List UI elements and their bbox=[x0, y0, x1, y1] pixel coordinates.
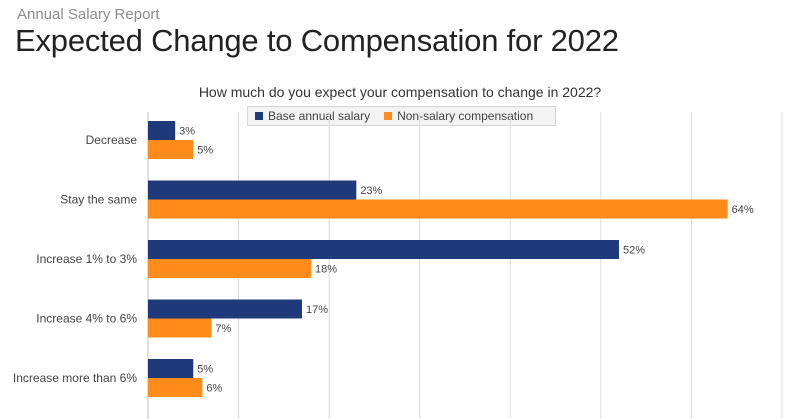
data-label: 6% bbox=[206, 383, 222, 395]
bar-non-salary bbox=[148, 318, 212, 338]
bar-base-salary bbox=[148, 359, 194, 378]
data-label: 3% bbox=[179, 126, 195, 138]
category-label: Stay the same bbox=[60, 193, 137, 207]
category-label: Increase more than 6% bbox=[13, 371, 137, 385]
legend-swatch-base-salary bbox=[255, 112, 263, 120]
data-label: 64% bbox=[732, 204, 754, 216]
chart-title: How much do you expect your compensation… bbox=[198, 84, 602, 100]
data-label: 52% bbox=[623, 245, 645, 257]
bar-non-salary bbox=[148, 378, 203, 397]
report-eyebrow: Annual Salary Report bbox=[17, 6, 160, 23]
legend-swatch-non-salary bbox=[384, 112, 393, 120]
data-label: 23% bbox=[360, 185, 382, 197]
bar-base-salary bbox=[148, 299, 302, 319]
legend-item-base-salary: Base annual salary bbox=[255, 109, 370, 123]
category-label: Increase 1% to 3% bbox=[36, 252, 137, 266]
data-label: 7% bbox=[215, 323, 231, 335]
legend-label-non-salary: Non-salary compensation bbox=[397, 109, 534, 123]
data-label: 18% bbox=[315, 264, 337, 276]
data-label: 17% bbox=[306, 304, 328, 316]
legend-item-non-salary: Non-salary compensation bbox=[384, 109, 533, 123]
data-label: 5% bbox=[197, 364, 213, 376]
bar-base-salary bbox=[148, 180, 357, 200]
bar-non-salary bbox=[148, 140, 194, 159]
bar-non-salary bbox=[148, 199, 728, 219]
category-label: Decrease bbox=[86, 133, 138, 147]
page-title: Expected Change to Compensation for 2022 bbox=[15, 23, 619, 58]
chart-legend: Base annual salary Non-salary compensati… bbox=[247, 106, 556, 126]
data-label: 5% bbox=[197, 145, 213, 157]
category-label: Increase 4% to 6% bbox=[36, 312, 137, 326]
legend-label-base-salary: Base annual salary bbox=[268, 109, 371, 123]
bar-base-salary bbox=[148, 240, 619, 259]
bar-base-salary bbox=[148, 121, 176, 140]
bar-non-salary bbox=[148, 259, 312, 278]
